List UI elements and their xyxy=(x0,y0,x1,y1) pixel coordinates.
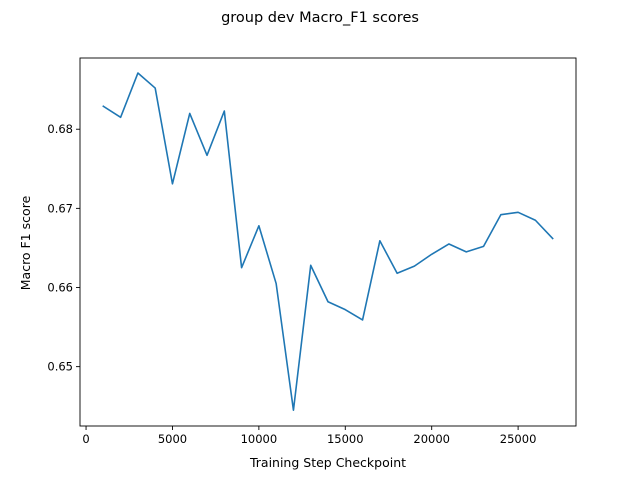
x-tick-label-1: 5000 xyxy=(158,432,187,446)
x-tick-label-5: 25000 xyxy=(500,432,537,446)
y-tick-label-2: 0.67 xyxy=(47,201,73,215)
chart-title: group dev Macro_F1 scores xyxy=(221,10,419,26)
y-tick-label-3: 0.68 xyxy=(47,122,73,136)
series-line-0 xyxy=(102,72,554,411)
x-axis-label: Training Step Checkpoint xyxy=(249,455,406,470)
x-tick-label-3: 15000 xyxy=(327,432,364,446)
x-tick-label-0: 0 xyxy=(82,432,89,446)
x-tick-label-2: 10000 xyxy=(241,432,278,446)
x-tick-label-4: 20000 xyxy=(413,432,450,446)
plot-area: 0 5000 10000 15000 20000 25000 0.65 0.66 0.67 0.6… xyxy=(47,57,577,446)
y-tick-label-0: 0.65 xyxy=(47,360,73,374)
y-axis-label: Macro F1 score xyxy=(18,195,33,290)
y-tick-label-1: 0.66 xyxy=(47,281,73,295)
axes-frame xyxy=(79,57,577,427)
